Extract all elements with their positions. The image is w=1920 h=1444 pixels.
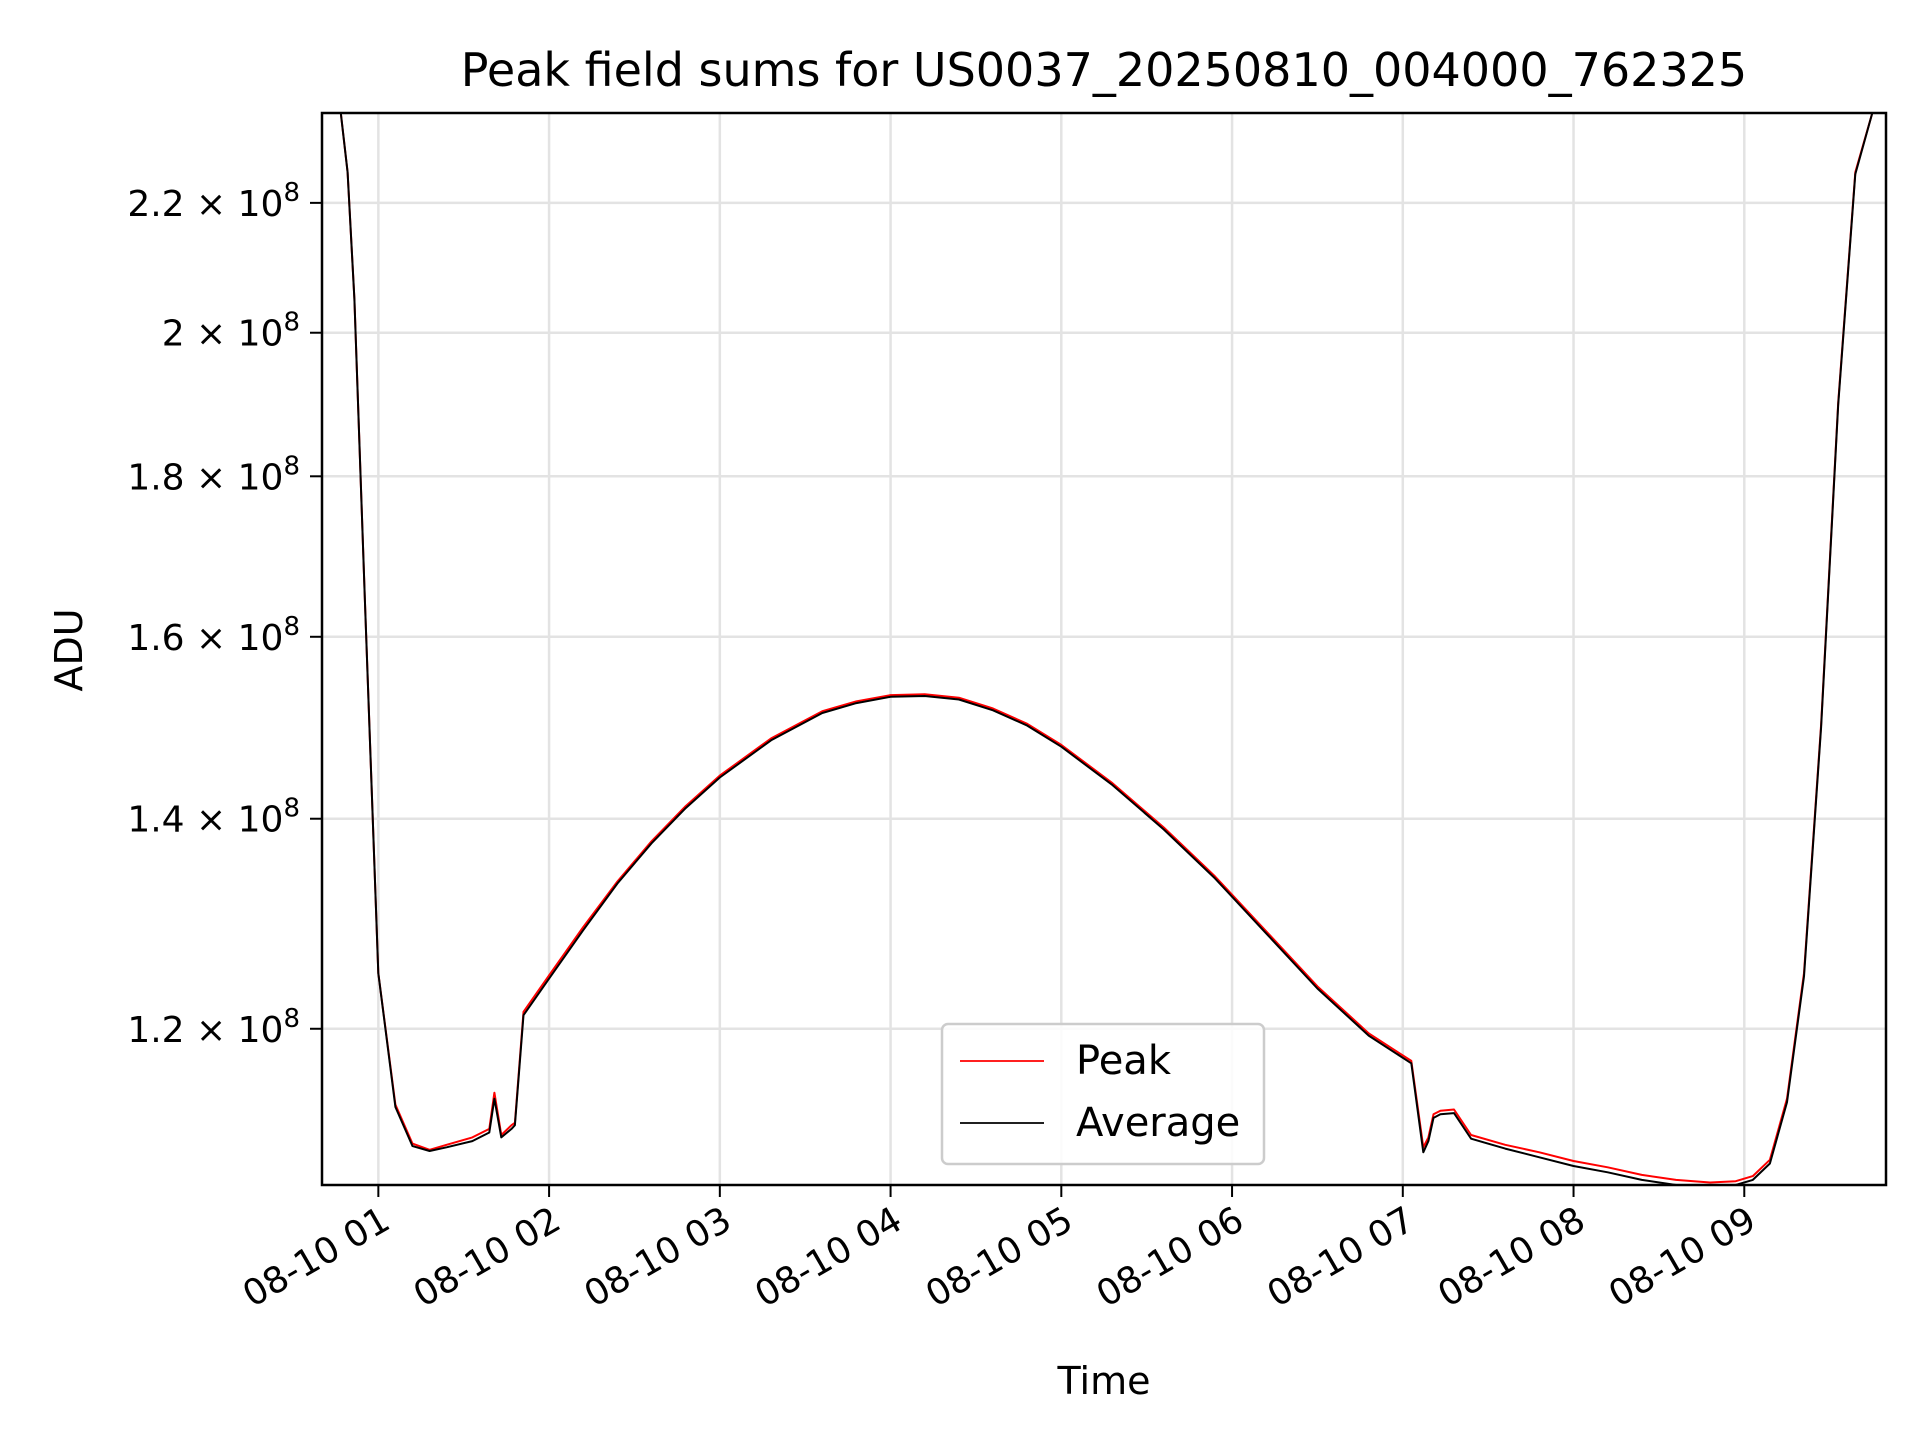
series-layer — [322, 113, 1886, 1185]
y-tick-label: 2 × 108 — [162, 308, 300, 355]
y-tick-label: 1.4 × 108 — [127, 794, 300, 841]
legend-label-average: Average — [1076, 1100, 1240, 1146]
series-line-average — [322, 113, 1886, 1185]
grid — [322, 113, 1886, 1185]
legend-label-peak: Peak — [1076, 1038, 1172, 1084]
y-tick-label: 1.6 × 108 — [127, 612, 300, 659]
plot-frame — [320, 111, 1888, 1187]
series-line-peak — [322, 113, 1886, 1184]
legend: Peak Average — [940, 1022, 1266, 1166]
y-tick-label: 2.2 × 108 — [127, 178, 300, 225]
y-tick-label: 1.8 × 108 — [127, 451, 300, 498]
x-axis-label: Time — [1057, 1359, 1151, 1403]
chart-title: Peak field sums for US0037_20250810_0040… — [461, 43, 1747, 97]
y-axis-label: ADU — [47, 608, 91, 691]
legend-box — [940, 1022, 1266, 1166]
y-tick-label: 1.2 × 108 — [127, 1004, 300, 1051]
